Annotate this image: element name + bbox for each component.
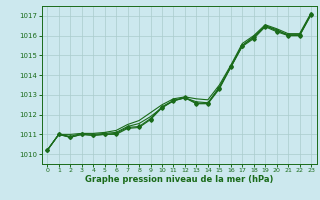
X-axis label: Graphe pression niveau de la mer (hPa): Graphe pression niveau de la mer (hPa): [85, 175, 273, 184]
